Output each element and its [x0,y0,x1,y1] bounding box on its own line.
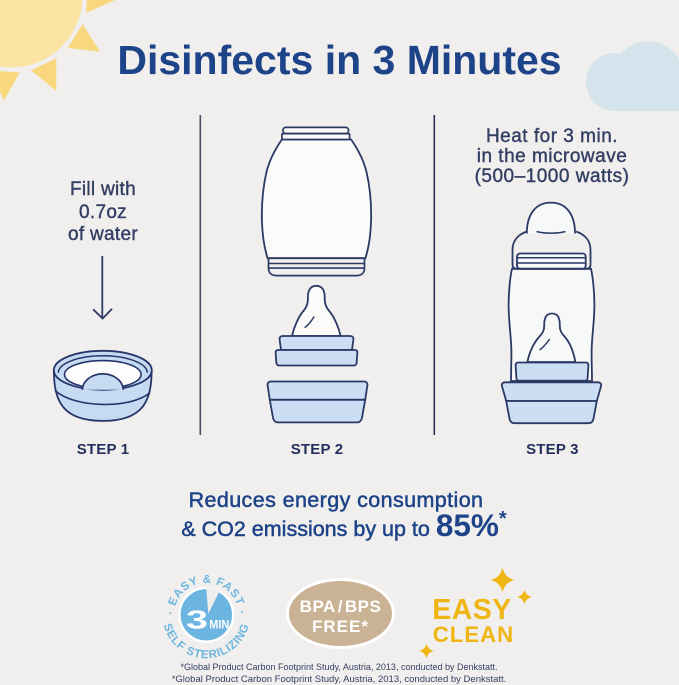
svg-text:MIN: MIN [209,617,229,631]
svg-text:3: 3 [186,606,208,634]
